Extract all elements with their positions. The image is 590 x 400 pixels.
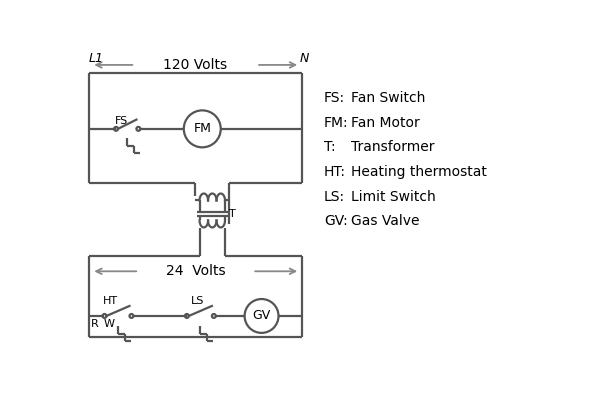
Text: R: R [91, 319, 99, 329]
Text: HT:: HT: [324, 165, 346, 179]
Text: LS:: LS: [324, 190, 345, 204]
Text: T:: T: [324, 140, 336, 154]
Text: 120 Volts: 120 Volts [163, 58, 227, 72]
Text: W: W [104, 319, 114, 329]
Text: HT: HT [103, 296, 118, 306]
Text: LS: LS [191, 296, 204, 306]
Text: T: T [230, 208, 236, 218]
Text: GV:: GV: [324, 214, 348, 228]
Text: FM:: FM: [324, 116, 349, 130]
Text: Gas Valve: Gas Valve [351, 214, 419, 228]
Text: Heating thermostat: Heating thermostat [351, 165, 487, 179]
Text: FS:: FS: [324, 91, 345, 105]
Text: L1: L1 [88, 52, 103, 65]
Text: Fan Switch: Fan Switch [351, 91, 425, 105]
Text: Limit Switch: Limit Switch [351, 190, 435, 204]
Text: N: N [299, 52, 309, 65]
Text: Transformer: Transformer [351, 140, 434, 154]
Text: GV: GV [253, 310, 271, 322]
Text: 24  Volts: 24 Volts [166, 264, 225, 278]
Text: Fan Motor: Fan Motor [351, 116, 419, 130]
Text: FM: FM [194, 122, 211, 135]
Text: FS: FS [115, 116, 129, 126]
